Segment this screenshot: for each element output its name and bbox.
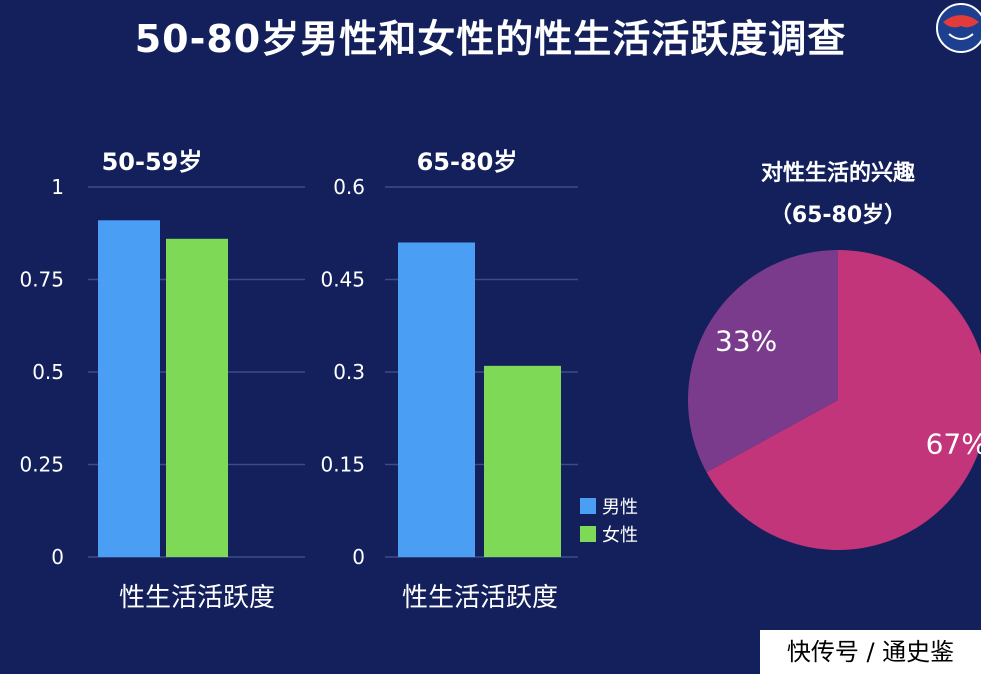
y-tick-label: 1 — [51, 175, 64, 199]
y-tick-label: 0 — [51, 545, 64, 569]
y-tick-label: 0.25 — [19, 453, 64, 477]
y-tick-label: 0.45 — [320, 268, 365, 292]
y-tick-label: 0 — [352, 545, 365, 569]
logo-emblem-icon — [936, 3, 981, 53]
pie-slice-label: 33% — [715, 324, 777, 357]
pie-slice — [687, 250, 838, 473]
bar-female — [484, 365, 561, 557]
watermark: 快传号 / 通史鉴 — [760, 630, 981, 674]
pie-slice-label: 67% — [926, 428, 981, 461]
panel-title: 65-80岁 — [417, 148, 518, 176]
x-axis-label: 性生活活跃度 — [119, 583, 275, 613]
pie-slice — [706, 250, 981, 550]
y-tick-label: 0.5 — [32, 360, 64, 384]
legend-label: 男性 — [602, 497, 638, 518]
y-tick-label: 0.6 — [333, 175, 365, 199]
x-axis-label: 性生活活跃度 — [402, 583, 558, 613]
bar-male — [98, 220, 160, 558]
bar-female — [166, 238, 228, 558]
pie-title: 对性生活的兴趣 — [761, 160, 915, 186]
y-tick-label: 0.15 — [320, 453, 365, 477]
panel-title: 50-59岁 — [102, 148, 203, 176]
y-tick-label: 0.75 — [19, 268, 64, 292]
legend-swatch — [580, 498, 596, 514]
page-title: 50-80岁男性和女性的性生活活跃度调查 — [134, 17, 847, 61]
legend-swatch — [580, 526, 596, 542]
bar-male — [398, 242, 475, 557]
pie-subtitle: （65-80岁） — [770, 202, 906, 228]
legend-label: 女性 — [602, 525, 638, 546]
y-tick-label: 0.3 — [333, 360, 365, 384]
